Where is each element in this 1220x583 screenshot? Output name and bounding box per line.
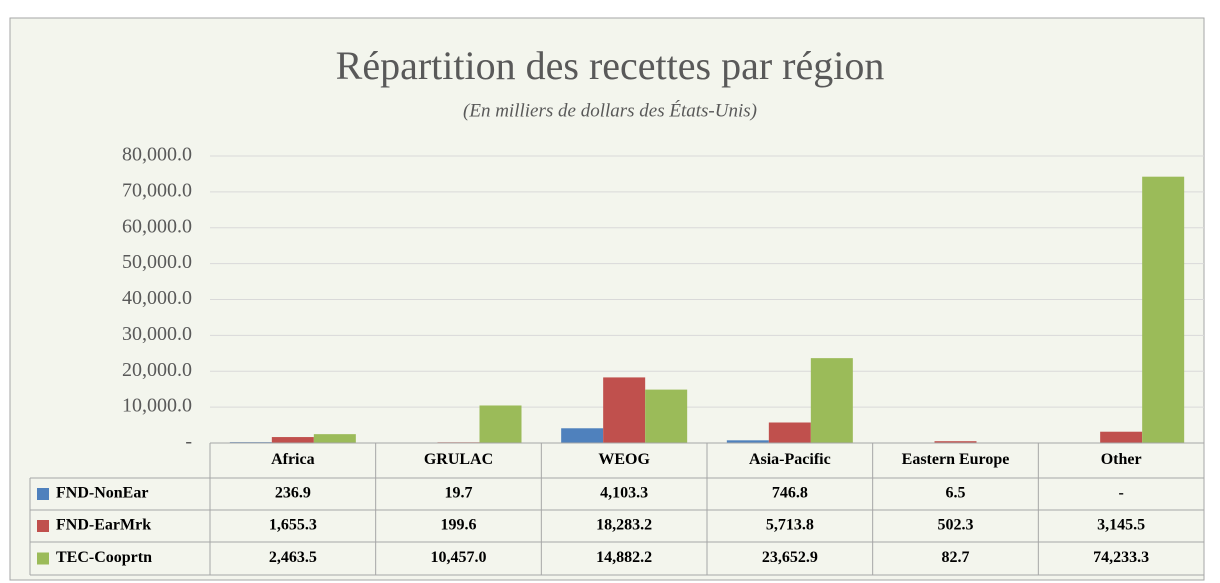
x-tick-label: Other	[1101, 451, 1142, 468]
x-tick-label: Asia-Pacific	[749, 451, 831, 468]
x-tick-label: Africa	[271, 451, 315, 468]
legend-swatch	[37, 552, 49, 565]
x-tick-label: GRULAC	[424, 451, 493, 468]
bar	[934, 441, 977, 443]
table-value: 10,457.0	[431, 549, 487, 566]
table-value: 82.7	[942, 549, 970, 566]
table-value: 502.3	[938, 517, 974, 534]
bar	[645, 389, 688, 443]
table-value: 19.7	[445, 485, 473, 502]
table-value: 23,652.9	[762, 549, 818, 566]
y-tick-label: -	[185, 431, 192, 453]
x-tick-label: Eastern Europe	[902, 451, 1010, 468]
chart-title: Répartition des recettes par région	[336, 43, 885, 88]
table-value: 2,463.5	[269, 549, 317, 566]
x-tick-label: WEOG	[598, 451, 650, 468]
bar	[1142, 176, 1185, 443]
bar	[1100, 431, 1143, 443]
table-value: 4,103.3	[600, 485, 648, 502]
y-tick-label: 80,000.0	[122, 144, 192, 166]
bar	[271, 437, 314, 443]
y-tick-label: 70,000.0	[122, 179, 192, 201]
table-value: 236.9	[275, 485, 311, 502]
table-value: 5,713.8	[766, 517, 814, 534]
y-tick-label: 50,000.0	[122, 251, 192, 273]
legend-label: FND-NonEar	[56, 485, 148, 502]
bar	[313, 434, 356, 443]
y-tick-label: 10,000.0	[122, 395, 192, 417]
y-tick-label: 30,000.0	[122, 323, 192, 345]
bar	[603, 377, 646, 443]
table-value: 6.5	[946, 485, 966, 502]
bar	[726, 440, 769, 443]
y-tick-label: 40,000.0	[122, 287, 192, 309]
chart-subtitle: (En milliers de dollars des États-Unis)	[463, 99, 757, 121]
table-value: 14,882.2	[596, 549, 652, 566]
y-tick-label: 20,000.0	[122, 359, 192, 381]
legend-swatch	[37, 520, 49, 532]
table-value: 18,283.2	[596, 517, 652, 534]
table-value: 3,145.5	[1097, 517, 1145, 534]
bar	[561, 428, 604, 443]
bar	[479, 405, 522, 443]
legend-swatch	[37, 488, 49, 500]
table-value: 199.6	[441, 517, 477, 534]
table-value: 746.8	[772, 485, 808, 502]
legend-label: TEC-Cooprtn	[56, 549, 152, 566]
bar	[768, 422, 811, 443]
legend-label: FND-EarMrk	[56, 517, 151, 534]
table-value: 1,655.3	[269, 517, 317, 534]
y-tick-label: 60,000.0	[122, 215, 192, 237]
table-value: 74,233.3	[1093, 549, 1149, 566]
table-value: -	[1119, 485, 1124, 502]
bar	[810, 358, 853, 443]
